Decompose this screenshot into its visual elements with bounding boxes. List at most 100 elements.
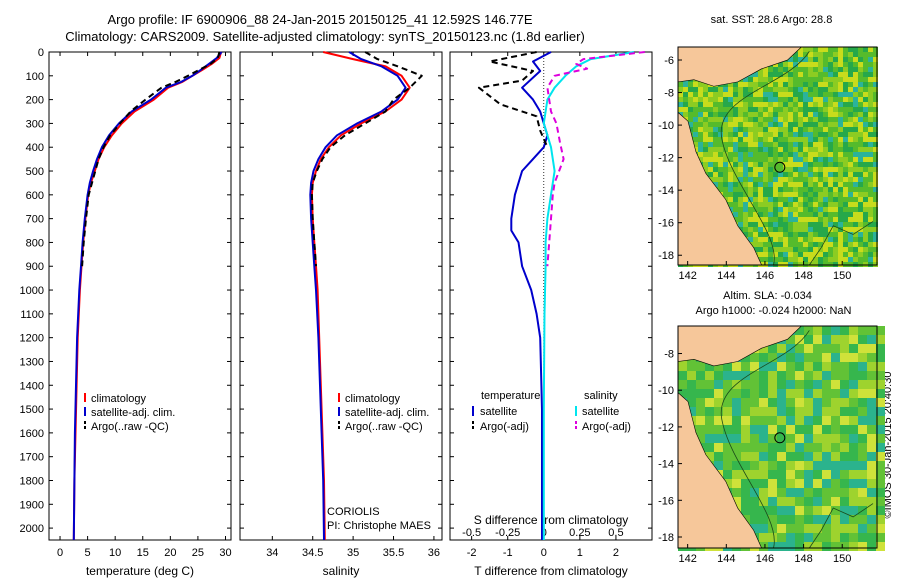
- map-cell: [818, 207, 823, 212]
- map-cell: [798, 147, 803, 152]
- map-cell: [708, 117, 713, 122]
- map-cell: [798, 87, 803, 92]
- map-cell: [833, 157, 838, 162]
- map-cell: [840, 533, 849, 542]
- lon-tick-label: 142: [678, 270, 696, 282]
- map-cell: [773, 147, 778, 152]
- map-cell: [714, 416, 723, 425]
- map-cell: [873, 52, 878, 57]
- map-cell: [773, 117, 778, 122]
- map-cell: [753, 112, 758, 117]
- map-cell: [853, 87, 858, 92]
- map-cell: [778, 87, 783, 92]
- map-cell: [858, 470, 867, 479]
- map-cell: [798, 112, 803, 117]
- map-cell: [768, 217, 773, 222]
- map-cell: [743, 207, 748, 212]
- map-cell: [833, 142, 838, 147]
- map-cell: [843, 112, 848, 117]
- x-tick-label: 30: [219, 547, 231, 559]
- map-cell: [838, 82, 843, 87]
- map-cell: [750, 416, 759, 425]
- map-cell: [768, 87, 773, 92]
- map-cell: [828, 187, 833, 192]
- map-cell: [778, 132, 783, 137]
- map-cell: [753, 77, 758, 82]
- map-cell: [813, 335, 822, 344]
- map-cell: [873, 217, 878, 222]
- map-cell: [768, 132, 773, 137]
- map-cell: [718, 102, 723, 107]
- map-cell: [873, 147, 878, 152]
- map-cell: [759, 389, 768, 398]
- map-cell: [687, 407, 696, 416]
- map-cell: [688, 102, 693, 107]
- map-cell: [708, 112, 713, 117]
- map-cell: [823, 252, 828, 257]
- map-cell: [759, 452, 768, 461]
- map-cell: [798, 222, 803, 227]
- map-cell: [818, 142, 823, 147]
- map-cell: [853, 77, 858, 82]
- map-cell: [873, 227, 878, 232]
- map-cell: [843, 177, 848, 182]
- map-cell: [831, 398, 840, 407]
- map-cell: [705, 407, 714, 416]
- map-cell: [753, 197, 758, 202]
- map-cell: [683, 102, 688, 107]
- map-cell: [728, 147, 733, 152]
- map-cell: [818, 72, 823, 77]
- map-cell: [813, 102, 818, 107]
- map-cell: [849, 425, 858, 434]
- map-cell: [793, 167, 798, 172]
- map-cell: [823, 167, 828, 172]
- map-cell: [732, 371, 741, 380]
- map-cell: [831, 488, 840, 497]
- legend-climatology-label: climatology: [345, 393, 401, 405]
- map-cell: [876, 380, 885, 389]
- map-cell: [868, 257, 873, 262]
- map-cell: [833, 247, 838, 252]
- map-cell: [738, 142, 743, 147]
- map-cell: [876, 479, 885, 488]
- map-cell: [833, 167, 838, 172]
- map-cell: [873, 157, 878, 162]
- map-cell: [803, 172, 808, 177]
- map-cell: [804, 425, 813, 434]
- map-cell: [713, 87, 718, 92]
- map-cell: [823, 57, 828, 62]
- map-cell: [822, 452, 831, 461]
- map-cell: [804, 353, 813, 362]
- map-cell: [708, 102, 713, 107]
- map-cell: [758, 107, 763, 112]
- map-cell: [867, 533, 876, 542]
- map-cell: [723, 172, 728, 177]
- map-cell: [778, 212, 783, 217]
- map-cell: [853, 212, 858, 217]
- map-cell: [803, 127, 808, 132]
- map-cell: [786, 461, 795, 470]
- map-cell: [828, 172, 833, 177]
- map-cell: [678, 97, 683, 102]
- map-cell: [863, 187, 868, 192]
- map-cell: [738, 162, 743, 167]
- map-cell: [818, 227, 823, 232]
- map-cell: [798, 127, 803, 132]
- map-cell: [733, 217, 738, 222]
- map-cell: [823, 97, 828, 102]
- map-cell: [788, 217, 793, 222]
- map-cell: [795, 506, 804, 515]
- map-cell: [868, 202, 873, 207]
- map-cell: [833, 172, 838, 177]
- map-cell: [843, 167, 848, 172]
- map-cell: [708, 97, 713, 102]
- map-cell: [705, 398, 714, 407]
- map-cell: [678, 87, 683, 92]
- map-cell: [858, 122, 863, 127]
- map-cell: [788, 102, 793, 107]
- map-cell: [777, 407, 786, 416]
- map-cell: [833, 212, 838, 217]
- map-cell: [838, 92, 843, 97]
- map-cell: [750, 443, 759, 452]
- map-cell: [753, 147, 758, 152]
